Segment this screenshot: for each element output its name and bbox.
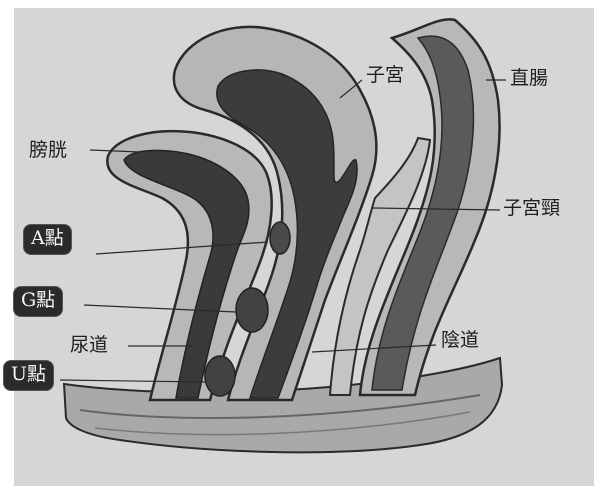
badge-u-spot: U點: [4, 361, 54, 390]
label-bladder: 膀胱: [29, 139, 68, 161]
pelvic-floor-fold: [79, 394, 481, 419]
u-spot-leader: [59, 379, 207, 383]
a-spot-leader: [95, 241, 269, 255]
uterus-cavity: [216, 69, 358, 399]
a-spot-gland: [269, 221, 291, 255]
rectum-inner: [371, 35, 475, 391]
pelvic-floor-fold-2: [94, 411, 471, 436]
badge-g-spot: G點: [14, 287, 63, 316]
label-cervix: 子宮頸: [503, 197, 561, 219]
uterus-leader: [339, 79, 363, 99]
bladder-inner: [123, 149, 250, 399]
vagina-outer: [328, 136, 432, 396]
label-urethra: 尿道: [70, 334, 109, 356]
g-spot-gland: [235, 287, 269, 333]
badge-a-spot: A點: [24, 225, 71, 254]
cervix-leader: [371, 207, 501, 211]
vagina-leader: [311, 344, 437, 353]
label-vagina: 陰道: [441, 329, 480, 351]
label-rectum: 直腸: [510, 67, 549, 89]
bladder-leader: [89, 149, 141, 153]
g-spot-leader: [83, 304, 237, 313]
label-uterus: 子宮: [366, 64, 405, 86]
u-spot-gland: [204, 355, 236, 397]
